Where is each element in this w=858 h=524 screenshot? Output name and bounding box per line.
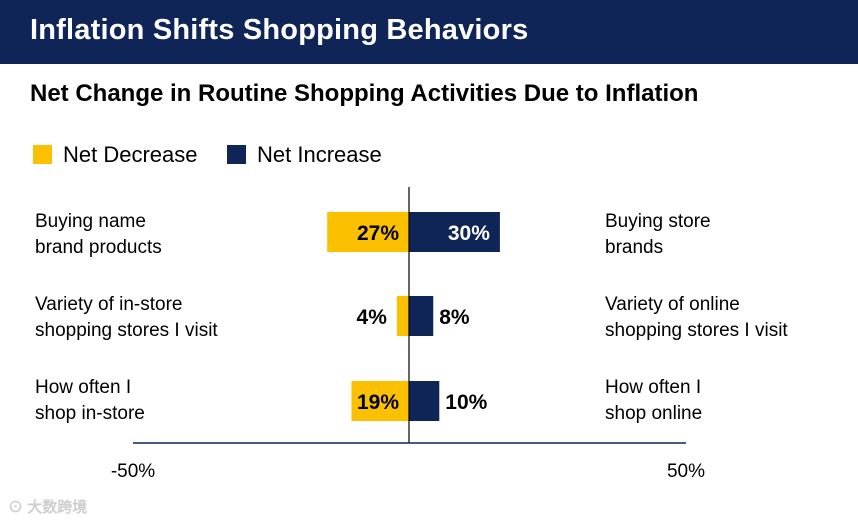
row-3-left-line-1: How often I xyxy=(35,377,132,398)
row-1-left-line-2: brand products xyxy=(35,237,162,258)
row-2-right-line-2: shopping stores I visit xyxy=(605,320,788,341)
row-2-left-line-1: Variety of in-store xyxy=(35,294,183,315)
legend-label-decrease: Net Decrease xyxy=(63,142,198,167)
data-label-decrease-row-3: 19% xyxy=(357,391,399,414)
row-2-right-label: Variety of online shopping stores I visi… xyxy=(605,292,845,344)
watermark: ⊙ 大数跨境 xyxy=(8,496,87,517)
data-label-decrease-row-2: 4% xyxy=(357,306,388,329)
row-1-left-label: Buying name brand products xyxy=(35,209,275,261)
legend-label-increase: Net Increase xyxy=(257,142,382,167)
row-1-left-line-1: Buying name xyxy=(35,211,146,232)
bar-decrease-row-2 xyxy=(396,296,409,336)
legend-swatch-increase xyxy=(227,145,246,164)
row-3-right-line-2: shop online xyxy=(605,403,703,424)
row-2-left-line-2: shopping stores I visit xyxy=(35,320,218,341)
row-2-left-label: Variety of in-store shopping stores I vi… xyxy=(35,292,275,344)
bar-increase-row-1 xyxy=(409,212,500,252)
header-banner: Inflation Shifts Shopping Behaviors xyxy=(0,0,858,64)
row-3-left-label: How often I shop in-store xyxy=(35,375,275,427)
row-1-right-label: Buying store brands xyxy=(605,209,845,261)
data-label-increase-row-2: 8% xyxy=(439,306,470,329)
row-2-right-line-1: Variety of online xyxy=(605,294,740,315)
bar-decrease-row-1 xyxy=(327,212,409,252)
watermark-logo-icon: ⊙ xyxy=(8,499,24,516)
row-3-right-line-1: How often I xyxy=(605,377,702,398)
bar-increase-row-2 xyxy=(409,296,434,336)
legend-swatch-decrease xyxy=(33,145,52,164)
row-1-right-line-1: Buying store xyxy=(605,211,711,232)
row-3-left-line-2: shop in-store xyxy=(35,403,145,424)
watermark-text: 大数跨境 xyxy=(27,499,88,516)
bar-decrease-row-3 xyxy=(351,381,409,421)
x-tick-label-2: 50% xyxy=(667,461,705,482)
data-label-increase-row-3: 10% xyxy=(445,391,487,414)
data-label-decrease-row-1: 27% xyxy=(357,222,399,245)
data-label-increase-row-1: 30% xyxy=(448,222,490,245)
row-3-right-label: How often I shop online xyxy=(605,375,845,427)
page-title: Inflation Shifts Shopping Behaviors xyxy=(30,14,529,46)
chart-title: Net Change in Routine Shopping Activitie… xyxy=(30,80,699,107)
row-1-right-line-2: brands xyxy=(605,237,664,258)
bar-increase-row-3 xyxy=(409,381,440,421)
x-tick-label-1: -50% xyxy=(111,461,155,482)
